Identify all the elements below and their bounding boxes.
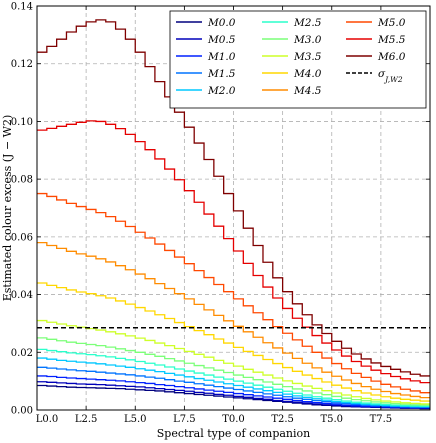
legend-label: M2.5 — [293, 17, 322, 29]
y-tick-label: 0.04 — [11, 290, 33, 301]
y-tick-label: 0.10 — [11, 117, 33, 128]
legend-label: M3.5 — [293, 51, 322, 63]
y-tick-label: 0.06 — [11, 232, 33, 243]
y-tick-label: 0.12 — [11, 59, 33, 70]
x-tick-label: T0.0 — [222, 414, 245, 425]
legend-label: M4.0 — [293, 68, 322, 80]
legend-label: M0.5 — [207, 34, 236, 46]
x-tick-label: T7.5 — [370, 414, 393, 425]
legend-label: M2.0 — [207, 85, 236, 97]
series-line-M6-0 — [37, 19, 430, 377]
x-tick-label: L2.5 — [75, 414, 98, 425]
series-line-M5-5 — [37, 120, 430, 384]
legend-label: M1.0 — [207, 51, 236, 63]
x-tick-label: T2.5 — [271, 414, 294, 425]
x-tick-label: L0.0 — [36, 414, 59, 425]
legend-label: M0.0 — [207, 17, 236, 29]
series-line-M4-0 — [37, 282, 430, 402]
x-tick-label: T5.0 — [320, 414, 343, 425]
x-tick-label: L7.5 — [173, 414, 196, 425]
series-line-M3-0 — [37, 337, 430, 406]
series-line-M2-0 — [37, 357, 430, 408]
legend-label: M4.5 — [293, 85, 322, 97]
tick-layer: 0.00 0.02 0.04 0.06 0.08 0.10 0.12 0.14 L0.0 L2.5… — [11, 2, 430, 425]
y-tick-label: 0.14 — [11, 2, 33, 13]
legend-label: M6.0 — [377, 51, 406, 63]
series-layer — [37, 19, 430, 410]
x-axis-title: Spectral type of companion — [157, 427, 311, 440]
legend-label-subscript: J,W2 — [383, 75, 403, 84]
series-line-M5-0 — [37, 192, 430, 394]
y-tick-label: 0.08 — [11, 175, 33, 186]
legend-label: M5.5 — [377, 34, 406, 46]
series-line-M2-5 — [37, 348, 430, 407]
legend-box — [169, 10, 427, 109]
y-tick-label: 0.02 — [11, 348, 33, 359]
x-tick-label: L5.0 — [124, 414, 147, 425]
legend-label: M1.5 — [207, 68, 236, 80]
series-line-M4-5 — [37, 241, 430, 399]
legend-label: M3.0 — [293, 34, 322, 46]
y-axis-title: Estimated colour excess (J − W2) — [1, 115, 14, 302]
y-tick-label: 0.00 — [11, 406, 33, 417]
legend-label: M5.0 — [377, 17, 406, 29]
series-line-M3-5 — [37, 319, 430, 405]
legend: M0.0 M0.5 M1.0 M1.5 M2.0 M2.5 M3.0 M3.5 M4.0 M4.5… — [169, 10, 427, 109]
